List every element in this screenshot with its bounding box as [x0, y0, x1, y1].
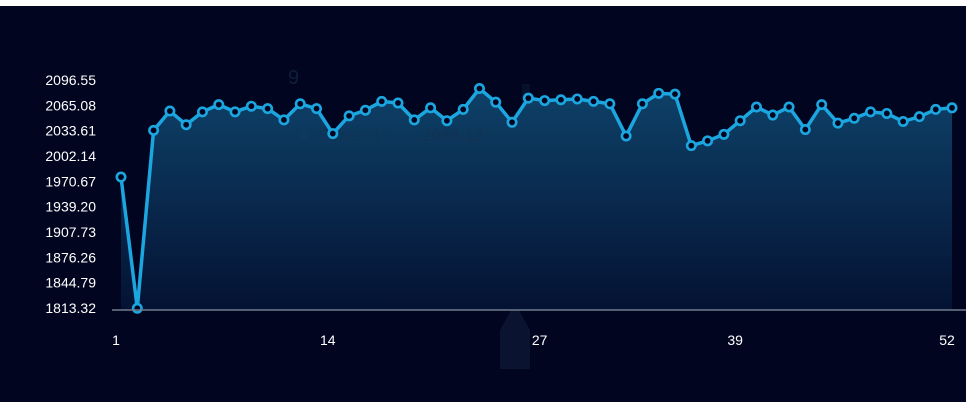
- y-axis-tick-labels: 1813.32 1844.79 1876.26 1907.73 1939.20 1970.…: [45, 72, 96, 316]
- data-point-41[interactable]: [767, 109, 779, 121]
- data-point-30[interactable]: [588, 95, 600, 107]
- data-point-9[interactable]: [245, 100, 257, 112]
- data-point-25[interactable]: [506, 116, 518, 128]
- x-tick-label: 52: [939, 332, 955, 348]
- data-point-48[interactable]: [881, 107, 893, 119]
- data-point-38[interactable]: [718, 128, 730, 140]
- data-point-11[interactable]: [278, 114, 290, 126]
- data-point-40[interactable]: [750, 101, 762, 113]
- data-point-4[interactable]: [164, 105, 176, 117]
- data-point-45[interactable]: [832, 117, 844, 129]
- data-point-52[interactable]: [946, 102, 958, 114]
- data-point-3[interactable]: [148, 124, 160, 136]
- y-tick-label: 1907.73: [45, 224, 96, 240]
- y-tick-label: 2002.14: [45, 148, 96, 164]
- x-tick-label: 1: [112, 332, 120, 348]
- data-point-27[interactable]: [539, 95, 551, 107]
- data-point-1[interactable]: [115, 171, 127, 183]
- data-point-2[interactable]: [131, 302, 143, 314]
- data-point-36[interactable]: [685, 140, 697, 152]
- series-markers-layer: [115, 82, 958, 314]
- series-area-fill: [121, 88, 952, 311]
- data-point-20[interactable]: [425, 102, 437, 114]
- data-point-43[interactable]: [799, 124, 811, 136]
- data-point-5[interactable]: [180, 119, 192, 131]
- data-point-32[interactable]: [620, 130, 632, 142]
- data-point-6[interactable]: [196, 106, 208, 118]
- data-point-19[interactable]: [408, 114, 420, 126]
- data-point-42[interactable]: [783, 101, 795, 113]
- data-point-18[interactable]: [392, 97, 404, 109]
- y-tick-label: 2033.61: [45, 123, 96, 139]
- data-point-16[interactable]: [359, 104, 371, 116]
- data-point-13[interactable]: [311, 103, 323, 115]
- data-point-17[interactable]: [376, 95, 388, 107]
- data-point-24[interactable]: [490, 96, 502, 108]
- hover-axis-pointer: [500, 303, 530, 369]
- y-tick-label: 1844.79: [45, 275, 96, 291]
- data-point-35[interactable]: [669, 88, 681, 100]
- data-point-44[interactable]: [816, 99, 828, 111]
- data-point-10[interactable]: [262, 103, 274, 115]
- tooltip-title: 9: [288, 67, 299, 89]
- x-tick-label: 39: [727, 332, 743, 348]
- data-point-37[interactable]: [702, 135, 714, 147]
- data-point-28[interactable]: [555, 94, 567, 106]
- data-point-7[interactable]: [213, 99, 225, 111]
- data-point-22[interactable]: [457, 103, 469, 115]
- data-point-29[interactable]: [571, 93, 583, 105]
- data-point-26[interactable]: [522, 92, 534, 104]
- data-point-12[interactable]: [294, 98, 306, 110]
- data-point-23[interactable]: [473, 82, 485, 94]
- data-point-46[interactable]: [848, 112, 860, 124]
- series-line: [119, 86, 953, 311]
- data-point-51[interactable]: [930, 103, 942, 115]
- tooltip-series-dot: [298, 129, 310, 141]
- data-point-50[interactable]: [913, 111, 925, 123]
- data-point-21[interactable]: [441, 115, 453, 127]
- data-point-14[interactable]: [327, 128, 339, 140]
- tooltip-value: 2066.12: [422, 126, 483, 145]
- x-axis-tick-labels: 1 14 27 39 52: [112, 332, 955, 348]
- y-tick-label: 2065.08: [45, 97, 96, 113]
- y-tick-label: 1876.26: [45, 249, 96, 265]
- y-tick-label: 2096.55: [45, 72, 96, 88]
- data-point-39[interactable]: [734, 115, 746, 127]
- right-border-strip: [966, 0, 970, 402]
- data-point-34[interactable]: [653, 87, 665, 99]
- data-point-49[interactable]: [897, 116, 909, 128]
- y-tick-label: 1939.20: [45, 199, 96, 215]
- x-tick-label: 27: [532, 332, 548, 348]
- area-fill-layer: [121, 88, 952, 311]
- top-border-strip: [0, 0, 970, 6]
- data-point-47[interactable]: [865, 106, 877, 118]
- data-point-33[interactable]: [636, 98, 648, 110]
- y-tick-label: 1970.67: [45, 173, 96, 189]
- data-point-31[interactable]: [604, 98, 616, 110]
- data-point-8[interactable]: [229, 106, 241, 118]
- x-tick-label: 14: [320, 332, 336, 348]
- y-tick-label: 1813.32: [45, 300, 96, 316]
- series-line-layer: [119, 86, 953, 311]
- data-point-15[interactable]: [343, 110, 355, 122]
